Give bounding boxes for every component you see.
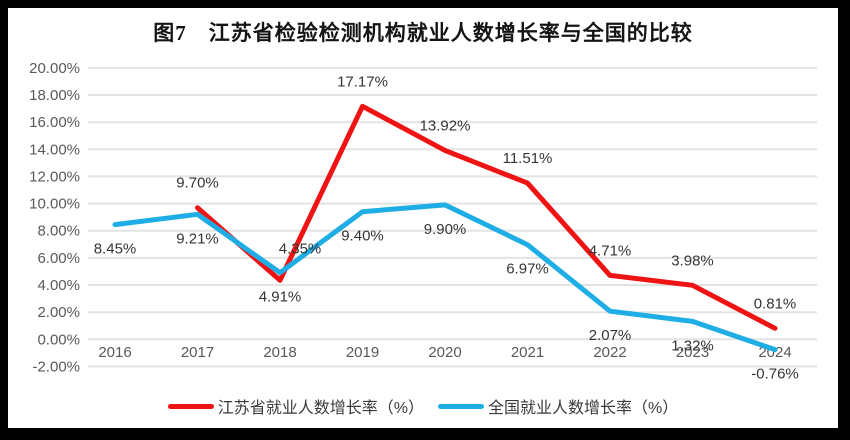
data-label: 9.40% xyxy=(341,228,384,245)
y-axis-tick-label: 2.00% xyxy=(37,304,80,321)
y-axis-tick-label: 16.00% xyxy=(29,114,80,131)
y-axis-tick-label: 4.00% xyxy=(37,277,80,294)
data-label: 4.71% xyxy=(589,242,632,259)
x-axis-tick-label: 2023 xyxy=(676,344,709,361)
x-axis-tick-label: 2016 xyxy=(98,344,131,361)
x-axis-tick-label: 2018 xyxy=(263,344,296,361)
x-axis-tick-label: 2020 xyxy=(428,344,461,361)
national-series-line xyxy=(112,202,778,353)
data-label: 9.70% xyxy=(176,175,219,192)
data-label: 8.45% xyxy=(94,241,137,258)
legend-label-jiangsu: 江苏省就业人数增长率（%） xyxy=(217,400,424,417)
data-label: 9.21% xyxy=(176,230,219,247)
y-axis-tick-label: 0.00% xyxy=(37,331,80,348)
y-axis-tick-label: 12.00% xyxy=(29,168,80,185)
legend-item-jiangsu: 江苏省就业人数增长率（%） xyxy=(167,394,424,418)
chart-canvas: 图7 江苏省检验检测机构就业人数增长率与全国的比较 20.00% 18.00% 16… xyxy=(8,8,838,428)
x-axis-tick-label: 2017 xyxy=(181,344,214,361)
y-axis-tick-label: 18.00% xyxy=(29,87,80,104)
y-axis-tick-label: 6.00% xyxy=(37,250,80,267)
data-label: 2.07% xyxy=(589,327,632,344)
y-axis-tick-label: 20.00% xyxy=(29,60,80,77)
y-axis-tick-label: 8.00% xyxy=(37,223,80,240)
line-chart-plot: 20.00% 18.00% 16.00% 14.00% 12.00% 10.00% 8.00… xyxy=(29,60,817,383)
legend-swatch-jiangsu-red-line-icon xyxy=(167,403,214,409)
y-axis-tick-label: 10.00% xyxy=(29,196,80,213)
data-label: 17.17% xyxy=(337,73,388,90)
data-label: 9.90% xyxy=(424,221,467,238)
y-axis-tick-label: 14.00% xyxy=(29,141,80,158)
legend-item-national: 全国就业人数增长率（%） xyxy=(438,394,678,418)
x-axis-tick-label: 2019 xyxy=(346,344,379,361)
chart-legend: 江苏省就业人数增长率（%） 全国就业人数增长率（%） xyxy=(8,394,838,418)
x-axis-tick-label: 2022 xyxy=(593,344,626,361)
jiangsu-series-line xyxy=(195,103,778,331)
legend-label-national: 全国就业人数增长率（%） xyxy=(488,400,679,417)
x-axis-tick-label: 2021 xyxy=(511,344,544,361)
data-label: 4.35% xyxy=(279,240,322,257)
data-label: 0.81% xyxy=(754,295,797,312)
data-label: 4.91% xyxy=(259,289,302,306)
data-label: 3.98% xyxy=(671,252,714,269)
data-label: 1.32% xyxy=(671,337,714,354)
legend-swatch-national-blue-line-icon xyxy=(438,403,484,409)
data-label: 13.92% xyxy=(420,117,471,134)
data-label: 6.97% xyxy=(506,261,549,278)
chart-title: 图7 江苏省检验检测机构就业人数增长率与全国的比较 xyxy=(153,21,693,45)
data-label: -0.76% xyxy=(751,366,799,383)
data-label: 11.51% xyxy=(503,150,553,167)
y-axis-tick-label: -2.00% xyxy=(32,358,80,375)
